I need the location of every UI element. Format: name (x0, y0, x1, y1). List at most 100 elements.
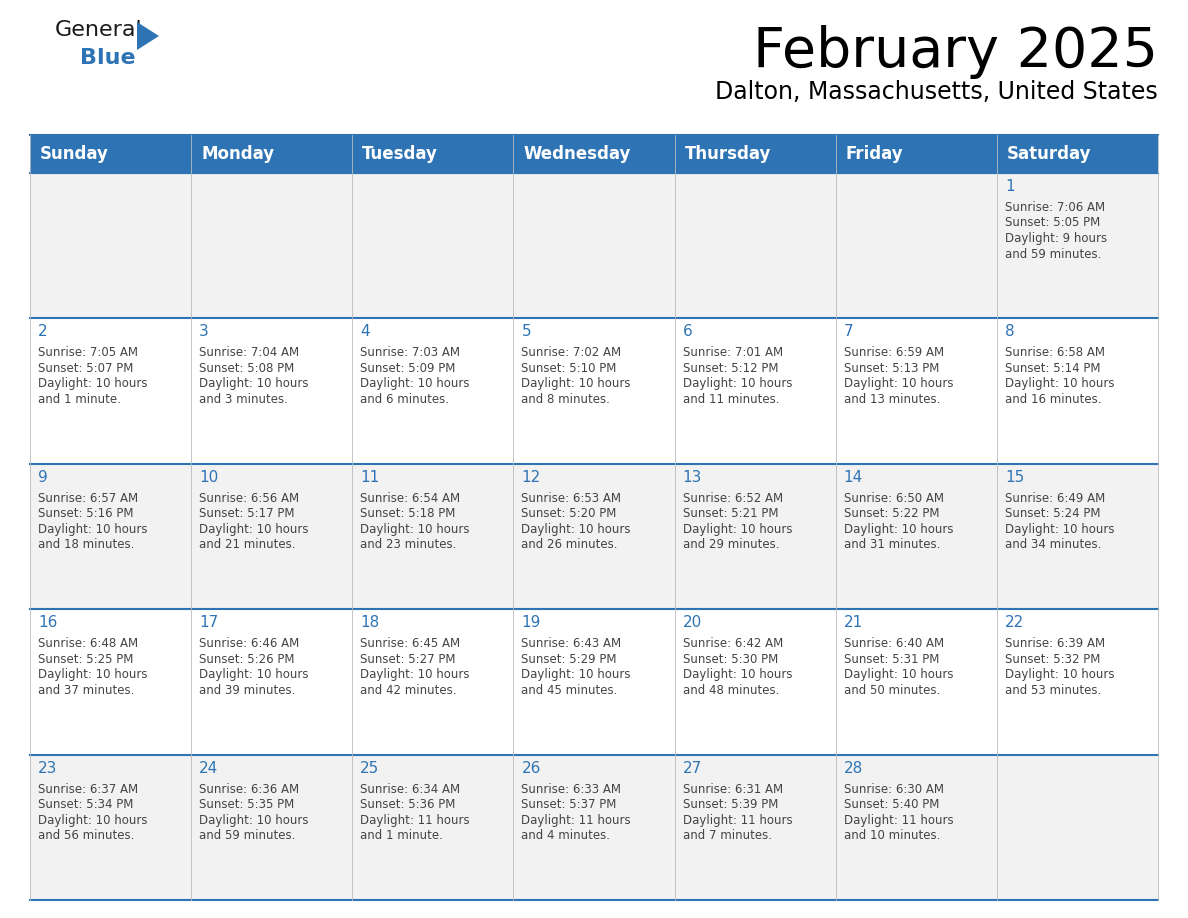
Polygon shape (137, 22, 159, 50)
Text: Sunrise: 6:56 AM: Sunrise: 6:56 AM (200, 492, 299, 505)
Text: and 3 minutes.: and 3 minutes. (200, 393, 287, 406)
Text: Daylight: 11 hours: Daylight: 11 hours (683, 813, 792, 826)
Text: 14: 14 (843, 470, 862, 485)
Text: Sunset: 5:26 PM: Sunset: 5:26 PM (200, 653, 295, 666)
Text: 25: 25 (360, 761, 379, 776)
Text: Daylight: 10 hours: Daylight: 10 hours (1005, 522, 1114, 536)
Text: Dalton, Massachusetts, United States: Dalton, Massachusetts, United States (715, 80, 1158, 104)
Text: 22: 22 (1005, 615, 1024, 630)
Text: Daylight: 11 hours: Daylight: 11 hours (522, 813, 631, 826)
Text: and 59 minutes.: and 59 minutes. (1005, 248, 1101, 261)
Text: Blue: Blue (80, 48, 135, 68)
Text: 19: 19 (522, 615, 541, 630)
Text: 5: 5 (522, 324, 531, 340)
Text: Sunset: 5:16 PM: Sunset: 5:16 PM (38, 508, 133, 521)
Text: and 10 minutes.: and 10 minutes. (843, 829, 940, 842)
Text: and 6 minutes.: and 6 minutes. (360, 393, 449, 406)
Bar (675, 173, 835, 319)
Text: Sunrise: 6:54 AM: Sunrise: 6:54 AM (360, 492, 461, 505)
Text: 16: 16 (38, 615, 57, 630)
Bar (30, 610, 191, 755)
Bar (997, 464, 1158, 610)
Text: 12: 12 (522, 470, 541, 485)
Bar (835, 173, 997, 319)
Text: Sunset: 5:13 PM: Sunset: 5:13 PM (843, 362, 939, 375)
Text: Daylight: 10 hours: Daylight: 10 hours (522, 522, 631, 536)
Text: Daylight: 10 hours: Daylight: 10 hours (200, 813, 309, 826)
Text: 7: 7 (843, 324, 853, 340)
Bar (30, 755, 191, 900)
Text: Sunset: 5:14 PM: Sunset: 5:14 PM (1005, 362, 1100, 375)
Text: Sunrise: 6:36 AM: Sunrise: 6:36 AM (200, 783, 299, 796)
Text: 21: 21 (843, 615, 862, 630)
Bar (675, 610, 835, 755)
Text: Daylight: 10 hours: Daylight: 10 hours (200, 377, 309, 390)
Text: Monday: Monday (201, 145, 274, 163)
Text: 18: 18 (360, 615, 379, 630)
Text: Sunrise: 6:33 AM: Sunrise: 6:33 AM (522, 783, 621, 796)
Text: Daylight: 10 hours: Daylight: 10 hours (843, 377, 953, 390)
Bar (835, 464, 997, 610)
Bar (513, 755, 675, 900)
Text: Sunset: 5:22 PM: Sunset: 5:22 PM (843, 508, 940, 521)
Text: 11: 11 (360, 470, 379, 485)
Text: Sunrise: 6:48 AM: Sunrise: 6:48 AM (38, 637, 138, 650)
Text: 13: 13 (683, 470, 702, 485)
Text: Sunset: 5:34 PM: Sunset: 5:34 PM (38, 798, 133, 812)
Text: Sunrise: 6:50 AM: Sunrise: 6:50 AM (843, 492, 943, 505)
Text: Daylight: 10 hours: Daylight: 10 hours (1005, 377, 1114, 390)
Text: Daylight: 10 hours: Daylight: 10 hours (683, 377, 792, 390)
Text: and 42 minutes.: and 42 minutes. (360, 684, 456, 697)
Text: 27: 27 (683, 761, 702, 776)
Bar (353, 610, 513, 755)
Bar (997, 135, 1158, 173)
Text: Sunrise: 6:45 AM: Sunrise: 6:45 AM (360, 637, 461, 650)
Text: Sunset: 5:39 PM: Sunset: 5:39 PM (683, 798, 778, 812)
Bar (353, 464, 513, 610)
Text: and 7 minutes.: and 7 minutes. (683, 829, 771, 842)
Text: 3: 3 (200, 324, 209, 340)
Text: Sunset: 5:37 PM: Sunset: 5:37 PM (522, 798, 617, 812)
Text: Sunrise: 6:59 AM: Sunrise: 6:59 AM (843, 346, 943, 360)
Text: and 45 minutes.: and 45 minutes. (522, 684, 618, 697)
Text: Sunset: 5:17 PM: Sunset: 5:17 PM (200, 508, 295, 521)
Text: Sunrise: 6:57 AM: Sunrise: 6:57 AM (38, 492, 138, 505)
Text: Sunrise: 7:03 AM: Sunrise: 7:03 AM (360, 346, 460, 360)
Text: Sunrise: 6:46 AM: Sunrise: 6:46 AM (200, 637, 299, 650)
Text: Thursday: Thursday (684, 145, 771, 163)
Bar (835, 610, 997, 755)
Text: Sunrise: 6:31 AM: Sunrise: 6:31 AM (683, 783, 783, 796)
Text: Sunrise: 6:40 AM: Sunrise: 6:40 AM (843, 637, 943, 650)
Text: Sunrise: 6:39 AM: Sunrise: 6:39 AM (1005, 637, 1105, 650)
Text: Daylight: 10 hours: Daylight: 10 hours (200, 522, 309, 536)
Text: Sunrise: 6:49 AM: Sunrise: 6:49 AM (1005, 492, 1105, 505)
Text: and 26 minutes.: and 26 minutes. (522, 538, 618, 552)
Text: and 16 minutes.: and 16 minutes. (1005, 393, 1101, 406)
Text: 6: 6 (683, 324, 693, 340)
Text: and 59 minutes.: and 59 minutes. (200, 829, 296, 842)
Bar (513, 173, 675, 319)
Text: Sunday: Sunday (40, 145, 109, 163)
Bar (997, 755, 1158, 900)
Bar (191, 319, 353, 464)
Text: Sunrise: 6:37 AM: Sunrise: 6:37 AM (38, 783, 138, 796)
Bar (353, 755, 513, 900)
Text: Sunrise: 6:30 AM: Sunrise: 6:30 AM (843, 783, 943, 796)
Bar (513, 464, 675, 610)
Text: and 37 minutes.: and 37 minutes. (38, 684, 134, 697)
Text: Daylight: 10 hours: Daylight: 10 hours (360, 522, 469, 536)
Text: 24: 24 (200, 761, 219, 776)
Text: and 21 minutes.: and 21 minutes. (200, 538, 296, 552)
Bar (30, 464, 191, 610)
Text: Daylight: 10 hours: Daylight: 10 hours (200, 668, 309, 681)
Bar (353, 135, 513, 173)
Text: 1: 1 (1005, 179, 1015, 194)
Text: Sunset: 5:32 PM: Sunset: 5:32 PM (1005, 653, 1100, 666)
Text: Sunset: 5:29 PM: Sunset: 5:29 PM (522, 653, 617, 666)
Text: and 23 minutes.: and 23 minutes. (360, 538, 456, 552)
Text: Sunrise: 7:02 AM: Sunrise: 7:02 AM (522, 346, 621, 360)
Text: and 13 minutes.: and 13 minutes. (843, 393, 940, 406)
Text: Sunrise: 7:04 AM: Sunrise: 7:04 AM (200, 346, 299, 360)
Text: Sunset: 5:05 PM: Sunset: 5:05 PM (1005, 217, 1100, 230)
Text: Sunrise: 6:43 AM: Sunrise: 6:43 AM (522, 637, 621, 650)
